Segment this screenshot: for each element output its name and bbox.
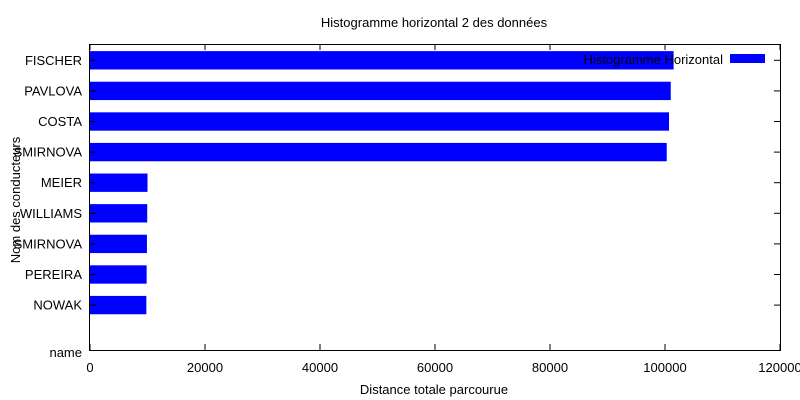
y-tick-label: SMIRNOVA [14, 236, 83, 251]
x-tick-label: 100000 [643, 360, 686, 375]
y-tick-label: PAVLOVA [24, 83, 82, 98]
bar [90, 173, 148, 192]
x-tick-label: 0 [86, 360, 93, 375]
bar [90, 265, 147, 284]
x-tick-label: 20000 [187, 360, 223, 375]
y-tick-label: SMIRNOVA [14, 145, 83, 160]
x-tick-label: 80000 [532, 360, 568, 375]
legend: Histogramme Horizontal [584, 52, 765, 67]
y-tick-label: NOWAK [33, 298, 82, 313]
y-tick-label: COSTA [38, 114, 82, 129]
legend-label: Histogramme Horizontal [584, 52, 724, 67]
bar [90, 204, 148, 223]
bars-group [90, 51, 674, 315]
bar [90, 51, 674, 70]
bar [90, 81, 671, 101]
bar [90, 234, 147, 254]
y-tick-label: WILLIAMS [20, 206, 82, 221]
y-axis-label: Nom des conducteurs [8, 136, 23, 263]
y-tick-label: FISCHER [25, 53, 82, 68]
x-tick-label: 120000 [758, 360, 800, 375]
y-tick-label: MEIER [41, 175, 82, 190]
legend-swatch [730, 54, 765, 63]
y-tick-label: PEREIRA [25, 267, 82, 282]
y-axis-labels: FISCHER PAVLOVA COSTA SMIRNOVA MEIER WILLIAMS… [14, 53, 780, 313]
x-axis-label: Distance totale parcourue [360, 382, 508, 397]
x-tick-label: 60000 [417, 360, 453, 375]
bar [90, 142, 667, 162]
y-axis-header: name [49, 345, 82, 360]
bar [90, 295, 147, 315]
x-tick-label: 40000 [302, 360, 338, 375]
x-axis-ticks: 0 20000 40000 60000 80000 100000 120000 [86, 44, 800, 375]
chart-title: Histogramme horizontal 2 des données [321, 15, 548, 30]
bar [90, 112, 670, 131]
